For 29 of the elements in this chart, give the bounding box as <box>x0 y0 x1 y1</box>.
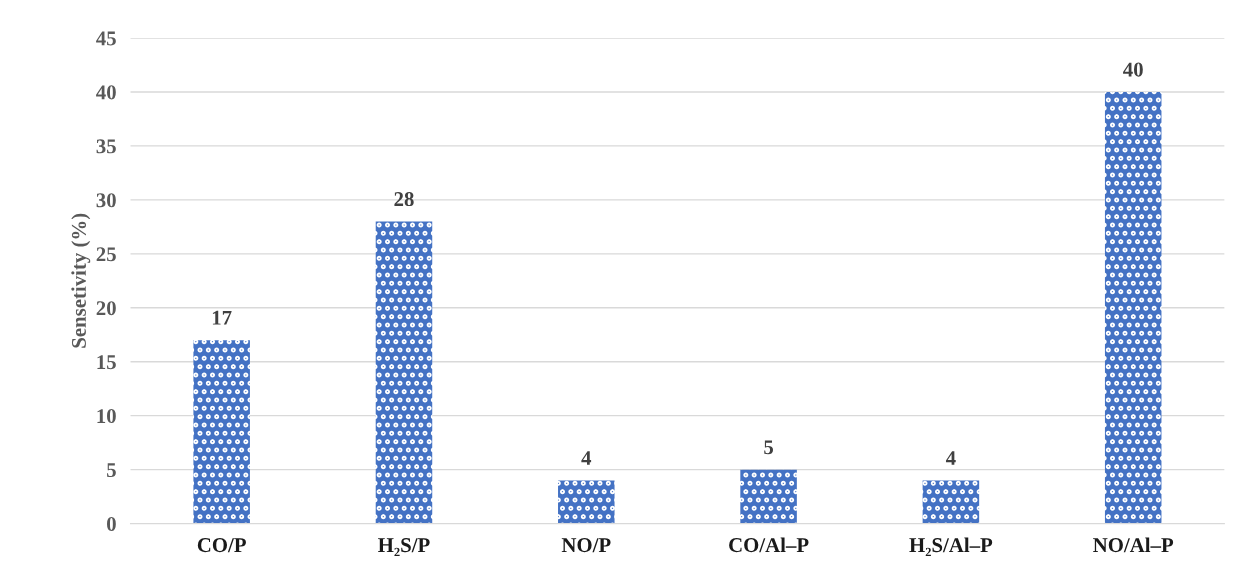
bar <box>375 221 433 524</box>
y-tick-label: 5 <box>107 463 116 478</box>
data-label: 5 <box>764 440 774 455</box>
y-tick-label: 45 <box>96 31 116 46</box>
x-tick-label: NO/P <box>561 538 611 553</box>
x-tick-label: H₂S/Al–P <box>909 537 993 557</box>
bar <box>740 469 797 524</box>
data-label: 40 <box>1123 62 1143 77</box>
y-axis-title: Sensetivity (%) <box>71 213 91 348</box>
data-label: 4 <box>581 451 592 465</box>
y-tick-label: 0 <box>107 516 116 532</box>
y-tick-label: 35 <box>96 139 116 154</box>
y-tick-label: 20 <box>96 301 116 316</box>
bar <box>558 480 615 524</box>
bar <box>193 340 250 524</box>
x-tick-label: CO/P <box>197 538 246 553</box>
data-label: 4 <box>945 451 956 465</box>
y-tick-label: 15 <box>97 355 116 370</box>
bar <box>1104 91 1162 524</box>
x-tick-label: H₂S/P <box>378 538 430 557</box>
data-label: 28 <box>394 192 414 207</box>
y-tick-label: 30 <box>96 193 116 208</box>
data-label: 17 <box>212 310 232 325</box>
x-tick-label: NO/Al–P <box>1093 537 1174 553</box>
x-tick-label: CO/Al–P <box>729 537 809 553</box>
y-tick-label: 10 <box>97 409 116 424</box>
y-tick-label: 40 <box>96 85 116 100</box>
y-tick-label: 25 <box>96 247 116 262</box>
bar <box>922 480 980 524</box>
